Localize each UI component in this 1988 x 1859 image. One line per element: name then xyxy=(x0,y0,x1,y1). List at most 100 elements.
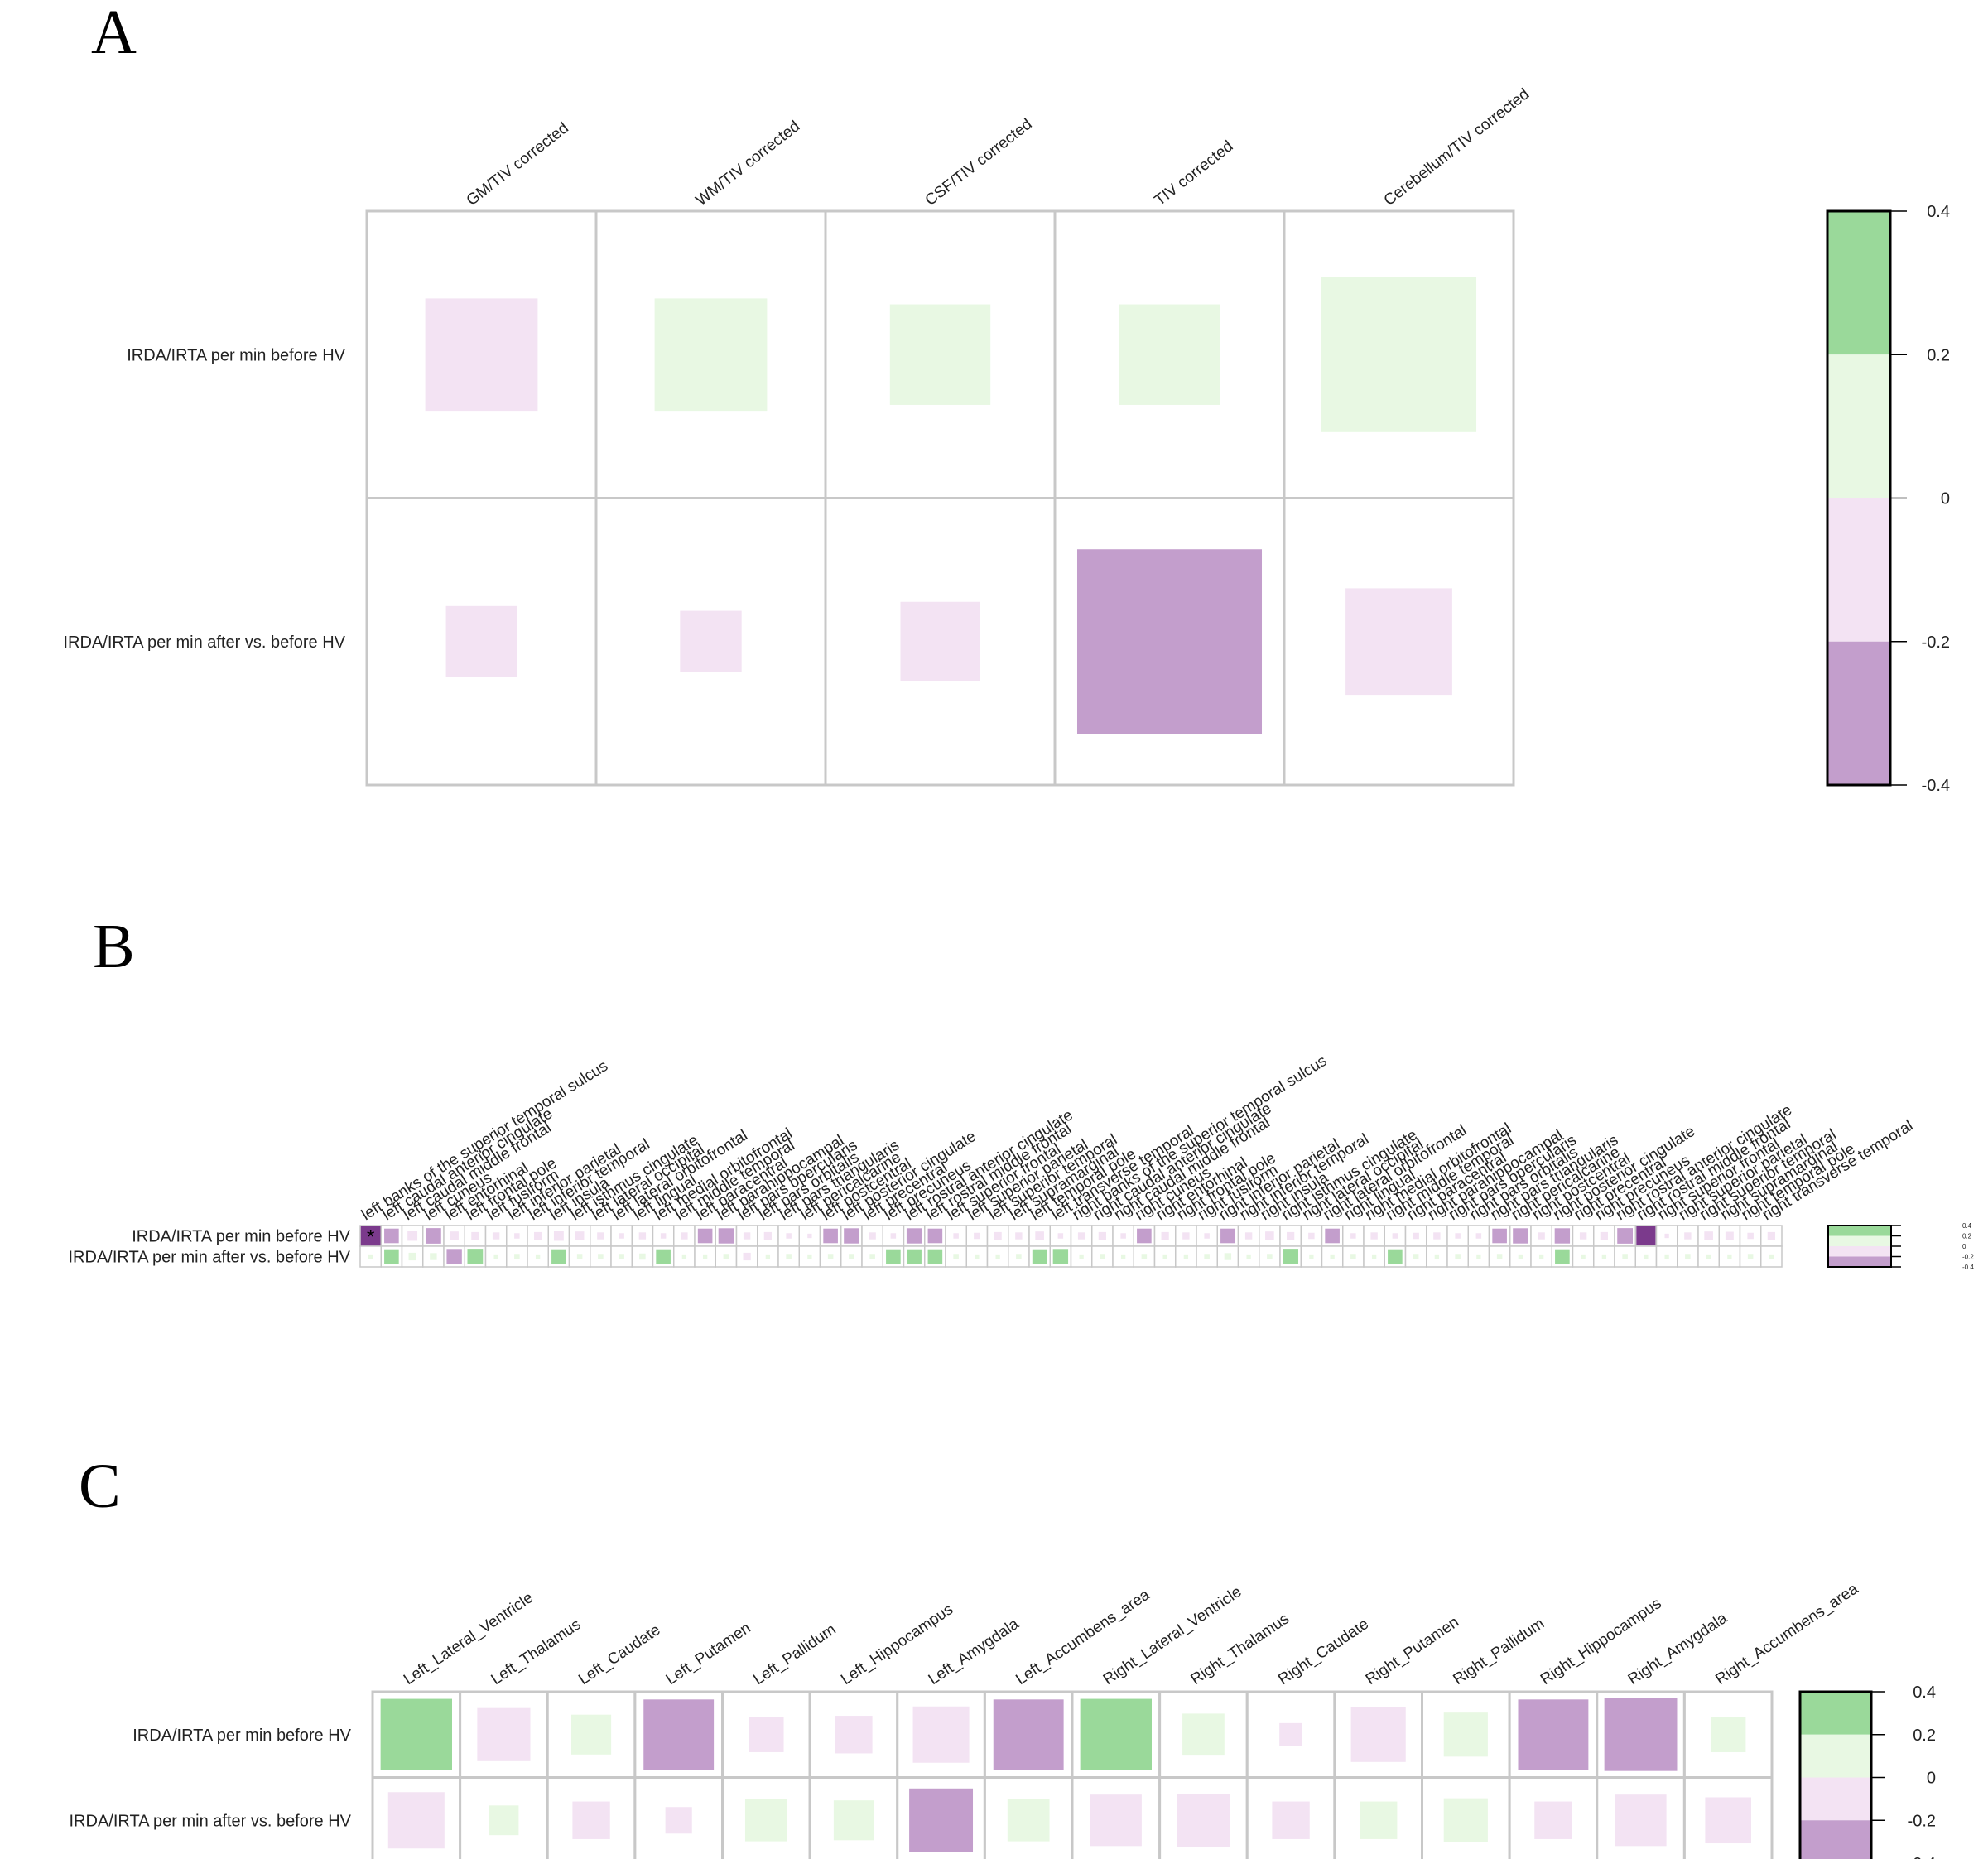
correlation-square xyxy=(909,1788,974,1852)
heatmap-cell xyxy=(673,1245,696,1268)
correlation-square xyxy=(493,1254,498,1259)
correlation-square xyxy=(844,1228,859,1244)
correlation-square xyxy=(890,1233,897,1239)
correlation-square xyxy=(1287,1231,1295,1240)
colorbar-tick-label: -0.4 xyxy=(1922,777,1950,795)
correlation-square xyxy=(1601,1254,1607,1259)
heatmap-cell xyxy=(945,1245,967,1268)
correlation-square xyxy=(681,1254,687,1259)
correlation-square xyxy=(1600,1231,1608,1240)
column-label: Right_Lateral_Ventricle xyxy=(1100,1583,1245,1688)
correlation-square xyxy=(408,1252,416,1261)
correlation-square xyxy=(1325,1228,1340,1244)
correlation-square xyxy=(1057,1233,1064,1239)
correlation-square xyxy=(450,1231,459,1240)
correlation-square xyxy=(656,1249,671,1264)
correlation-square xyxy=(1644,1254,1649,1259)
correlation-square xyxy=(1224,1253,1232,1260)
correlation-square xyxy=(1079,1254,1084,1259)
panel-c: IRDA/IRTA per min before HV IRDA/IRTA per… xyxy=(70,1580,1936,1859)
colorbar-tick-label: 0.2 xyxy=(1913,1727,1936,1745)
correlation-square xyxy=(1177,1794,1230,1847)
correlation-square xyxy=(1617,1228,1634,1244)
colorbar-tick-label: 0 xyxy=(1927,1770,1936,1788)
correlation-square xyxy=(1518,1254,1523,1259)
correlation-square xyxy=(368,1254,373,1259)
correlation-square xyxy=(1265,1231,1274,1240)
colorbar-band xyxy=(1827,641,1890,785)
correlation-square xyxy=(1308,1232,1315,1240)
correlation-square xyxy=(553,1231,564,1241)
panel-a: IRDA/IRTA per min before HV IRDA/IRTA per… xyxy=(64,85,1951,795)
column-label: Left_Putamen xyxy=(663,1620,754,1689)
colorbar-tick-label: -0.2 xyxy=(1922,633,1950,652)
colorbar-band xyxy=(1827,354,1890,498)
correlation-square xyxy=(1622,1254,1628,1259)
colorbar-tick-label: -0.2 xyxy=(1908,1812,1936,1830)
panel-b: * IRDA/IRTA per min before HV IRDA/IRTA pe… xyxy=(69,1052,1975,1271)
correlation-square xyxy=(489,1805,519,1836)
correlation-square xyxy=(1100,1254,1105,1259)
correlation-square xyxy=(619,1233,624,1239)
correlation-square xyxy=(1492,1228,1507,1244)
correlation-square xyxy=(1370,1232,1378,1240)
significance-asterisk: * xyxy=(367,1226,374,1249)
correlation-square xyxy=(1077,1232,1085,1240)
correlation-square xyxy=(1767,1231,1775,1240)
correlation-square xyxy=(1183,1254,1189,1259)
correlation-square xyxy=(807,1233,812,1239)
column-label: Right_Caudate xyxy=(1275,1616,1372,1688)
correlation-square xyxy=(425,298,538,412)
correlation-square xyxy=(827,1254,834,1259)
correlation-square xyxy=(1141,1254,1148,1259)
correlation-square xyxy=(1554,1228,1571,1244)
correlation-square xyxy=(1007,1799,1050,1842)
correlation-square xyxy=(1615,1794,1667,1847)
correlation-square xyxy=(723,1254,729,1259)
correlation-square xyxy=(786,1254,792,1259)
correlation-square xyxy=(907,1249,922,1264)
column-label: Right_Pallidum xyxy=(1450,1615,1548,1688)
correlation-square xyxy=(514,1254,520,1259)
correlation-square xyxy=(1080,1698,1152,1770)
correlation-square xyxy=(1120,1233,1126,1239)
correlation-square xyxy=(572,1801,610,1839)
correlation-square xyxy=(743,1232,751,1240)
colorbar-tick-label: 0 xyxy=(1941,490,1950,508)
correlation-square xyxy=(1137,1228,1152,1244)
correlation-square xyxy=(1052,1249,1069,1264)
colorbar-band xyxy=(1828,1246,1891,1257)
correlation-square xyxy=(1244,1232,1253,1240)
correlation-square xyxy=(1388,1249,1403,1264)
correlation-square xyxy=(749,1717,784,1752)
row-label: IRDA/IRTA per min before HV xyxy=(127,346,345,364)
correlation-square xyxy=(665,1807,692,1834)
correlation-square xyxy=(446,1249,462,1264)
correlation-square xyxy=(681,1232,688,1240)
correlation-square xyxy=(535,1254,541,1259)
colorbar-tick-label: 0.2 xyxy=(1962,1232,1972,1240)
correlation-square xyxy=(597,1232,604,1240)
colorbar-tick-label: 0.4 xyxy=(1962,1222,1972,1230)
correlation-square xyxy=(1710,1717,1746,1752)
correlation-square xyxy=(575,1231,585,1240)
correlation-square xyxy=(1538,1232,1545,1240)
correlation-square xyxy=(1476,1254,1481,1259)
correlation-square xyxy=(743,1252,751,1261)
correlation-square xyxy=(995,1254,1000,1259)
correlation-square xyxy=(1769,1254,1774,1259)
correlation-square xyxy=(927,1228,943,1244)
correlation-square xyxy=(445,605,517,677)
colorbar-tick-label: 0.2 xyxy=(1927,346,1950,364)
correlation-square xyxy=(1182,1232,1190,1240)
correlation-square xyxy=(1350,1233,1356,1239)
correlation-square xyxy=(702,1254,708,1259)
heatmap-cell xyxy=(1677,1245,1699,1268)
correlation-square xyxy=(869,1232,876,1240)
correlation-square xyxy=(598,1254,604,1259)
correlation-square xyxy=(1534,1801,1572,1839)
correlation-square xyxy=(1413,1254,1419,1259)
correlation-square xyxy=(425,1228,441,1244)
correlation-square xyxy=(889,304,991,405)
